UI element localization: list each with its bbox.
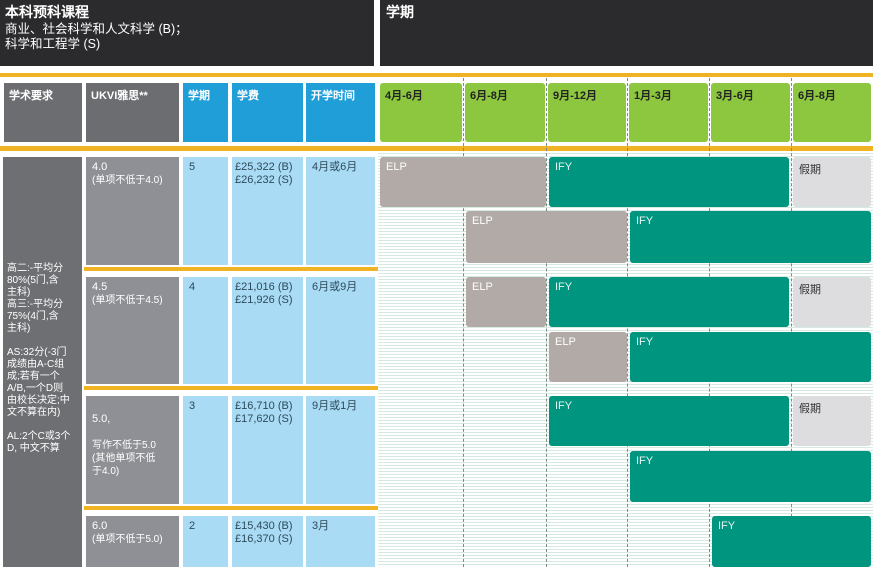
table-row-ielts: 6.0 (单项不低于5.0)	[86, 516, 179, 567]
fee-s: £21,926 (S)	[235, 294, 293, 306]
grid-line	[463, 78, 464, 567]
fee-b: £16,710 (B)	[235, 400, 293, 412]
ify-bar: IFY	[712, 516, 871, 567]
ielts-score: 4.0	[92, 161, 108, 173]
divider-rule	[0, 73, 873, 77]
fee-s: £17,620 (S)	[235, 413, 293, 425]
ielts-score: 6.0	[92, 520, 108, 532]
holiday-bar: 假期	[793, 157, 871, 207]
course-subtitle-1: 商业、社会科学和人文科学 (B)；	[5, 22, 188, 36]
col-header-ielts: UKVI雅思**	[86, 83, 179, 142]
course-title-panel: 本科预科课程 商业、社会科学和人文科学 (B)； 科学和工程学 (S)	[0, 0, 374, 66]
elp-bar: ELP	[549, 332, 627, 382]
table-row-ielts: 4.0 (单项不低于4.0)	[86, 157, 179, 265]
col-header-jan-mar: 1月-3月	[629, 83, 708, 142]
fee-b: £21,016 (B)	[235, 281, 293, 293]
ify-bar: IFY	[630, 332, 871, 382]
grid-line	[546, 78, 547, 567]
table-row-terms: 5	[183, 157, 228, 265]
holiday-bar: 假期	[793, 396, 871, 446]
ify-bar: IFY	[630, 211, 871, 263]
table-row-terms: 4	[183, 277, 228, 384]
term-title: 学期	[386, 4, 414, 20]
table-row-fee: £16,710 (B) £17,620 (S)	[232, 396, 303, 504]
elp-bar: ELP	[466, 211, 627, 263]
ify-bar: IFY	[549, 277, 789, 327]
table-row-terms: 3	[183, 396, 228, 504]
ielts-note: (单项不低于4.5)	[92, 295, 163, 306]
col-header-academic: 学术要求	[4, 83, 82, 142]
fee-s: £16,370 (S)	[235, 533, 293, 545]
col-header-fee: 学费	[232, 83, 303, 142]
col-header-jun-aug: 6月-8月	[465, 83, 545, 142]
table-row-fee: £15,430 (B) £16,370 (S)	[232, 516, 303, 567]
fee-b: £25,322 (B)	[235, 161, 293, 173]
term-title-panel: 学期	[380, 0, 873, 66]
table-row-ielts: 5.0, 写作不低于5.0 (其他单项不低 于4.0)	[86, 396, 179, 504]
col-header-terms: 学期	[183, 83, 228, 142]
ielts-note: (单项不低于5.0)	[92, 534, 163, 545]
col-header-apr-jun: 4月-6月	[380, 83, 462, 142]
ielts-note: (单项不低于4.0)	[92, 175, 163, 186]
col-header-start: 开学时间	[306, 83, 375, 142]
ielts-score: 4.5	[92, 281, 108, 293]
ielts-note: 写作不低于5.0 (其他单项不低 于4.0)	[92, 440, 156, 477]
table-row-start: 4月或6月	[306, 157, 375, 265]
col-header-mar-jun: 3月-6月	[711, 83, 790, 142]
fee-b: £15,430 (B)	[235, 520, 293, 532]
elp-bar: ELP	[466, 277, 546, 327]
ify-bar: IFY	[549, 157, 789, 207]
elp-bar: ELP	[380, 157, 546, 207]
table-row-ielts: 4.5 (单项不低于4.5)	[86, 277, 179, 384]
ielts-score: 5.0,	[92, 413, 111, 425]
ify-bar: IFY	[549, 396, 789, 446]
academic-requirements: 高二:-平均分 80%(5门,含 主科) 高三:-平均分 75%(4门,含 主科…	[3, 157, 82, 567]
divider-rule	[0, 146, 873, 151]
table-row-fee: £21,016 (B) £21,926 (S)	[232, 277, 303, 384]
table-row-start: 9月或1月	[306, 396, 375, 504]
table-row-start: 3月	[306, 516, 375, 567]
table-row-start: 6月或9月	[306, 277, 375, 384]
holiday-bar: 假期	[793, 277, 871, 327]
table-row-fee: £25,322 (B) £26,232 (S)	[232, 157, 303, 265]
ify-bar: IFY	[630, 451, 871, 502]
col-header-jun-aug-2: 6月-8月	[793, 83, 871, 142]
course-title: 本科预科课程	[5, 4, 89, 20]
col-header-sep-dec: 9月-12月	[548, 83, 626, 142]
fee-s: £26,232 (S)	[235, 174, 293, 186]
course-subtitle-2: 科学和工程学 (S)	[5, 37, 101, 51]
grid-line	[791, 78, 792, 567]
table-row-terms: 2	[183, 516, 228, 567]
